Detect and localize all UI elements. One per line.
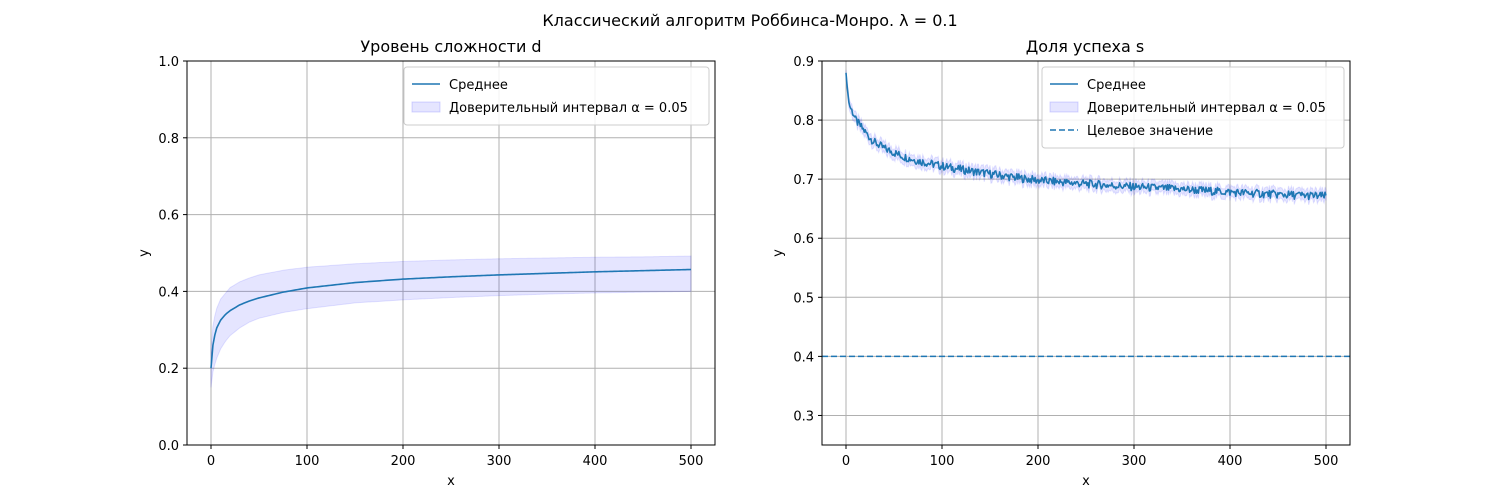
x-tick-label: 400 — [1218, 454, 1243, 469]
legend-label: Доверительный интервал α = 0.05 — [449, 101, 688, 116]
series-line-mean — [845, 72, 1327, 201]
y-tick-label: 0.6 — [158, 209, 179, 224]
tick-labels: 0 100 200 300 400 500 0.3 0.4 0.5 0.6 0.7 0.8 0.9 — [793, 55, 1338, 469]
legend-label: Среднее — [1087, 78, 1146, 93]
x-tick-label: 500 — [679, 454, 704, 469]
x-tick-label: 0 — [207, 454, 215, 469]
legend-swatch-band — [411, 101, 441, 113]
subplot-title: Доля успеха s — [1026, 37, 1145, 56]
x-axis-label: x — [447, 474, 455, 489]
mean-line-layer — [210, 268, 692, 369]
y-tick-label: 0.5 — [793, 291, 814, 306]
legend-label: Среднее — [449, 78, 508, 93]
legend-label: Доверительный интервал α = 0.05 — [1087, 101, 1326, 116]
x-tick-label: 200 — [391, 454, 416, 469]
y-axis-label: y — [771, 249, 786, 257]
legend: Среднее Доверительный интервал α = 0.05 — [403, 66, 710, 126]
x-tick-label: 300 — [1122, 454, 1147, 469]
confidence-band-layer — [210, 255, 692, 388]
y-tick-label: 0.8 — [158, 132, 179, 147]
mean-line-layer — [845, 72, 1327, 201]
legend-label: Целевое значение — [1087, 124, 1213, 139]
confidence-band — [210, 255, 692, 388]
legend-box — [403, 66, 710, 126]
subplot-success-rate: Доля успеха s 0 100 200 300 400 5000.30.40.50… — [771, 37, 1351, 489]
x-tick-label: 300 — [487, 454, 512, 469]
y-tick-label: 0.0 — [158, 439, 179, 454]
y-tick-label: 0.9 — [793, 55, 814, 70]
y-tick-label: 0.6 — [793, 232, 814, 247]
legend-swatch-band — [1049, 101, 1079, 113]
legend: Среднее Доверительный интервал α = 0.05 Це… — [1041, 66, 1345, 149]
y-tick-label: 0.4 — [158, 285, 179, 300]
x-tick-label: 100 — [930, 454, 955, 469]
legend-box — [1041, 66, 1345, 149]
x-axis-label: x — [1082, 474, 1090, 489]
figure-suptitle: Классический алгоритм Роббинса-Монро. λ … — [542, 11, 957, 30]
x-tick-label: 0 — [842, 454, 850, 469]
y-tick-label: 0.8 — [793, 114, 814, 129]
x-tick-label: 100 — [295, 454, 320, 469]
y-tick-label: 0.4 — [793, 350, 814, 365]
axes-frame — [186, 60, 716, 446]
series-line-mean — [210, 268, 692, 369]
axes-frame — [821, 60, 1351, 446]
y-tick-label: 0.2 — [158, 362, 179, 377]
x-tick-label: 400 — [583, 454, 608, 469]
x-tick-label: 200 — [1026, 454, 1051, 469]
y-tick-label: 0.3 — [793, 409, 814, 424]
tick-labels: 0 100 200 300 400 500 0.0 0.2 0.4 0.6 0.8 1.0 — [158, 55, 703, 469]
subplot-title: Уровень сложности d — [360, 37, 541, 56]
y-tick-label: 0.7 — [793, 173, 814, 188]
y-tick-label: 1.0 — [158, 55, 179, 70]
y-axis-label: y — [137, 249, 152, 257]
x-tick-label: 500 — [1314, 454, 1339, 469]
subplot-difficulty: Уровень сложности d 0 100 200 300 400 5000.00… — [137, 37, 716, 489]
